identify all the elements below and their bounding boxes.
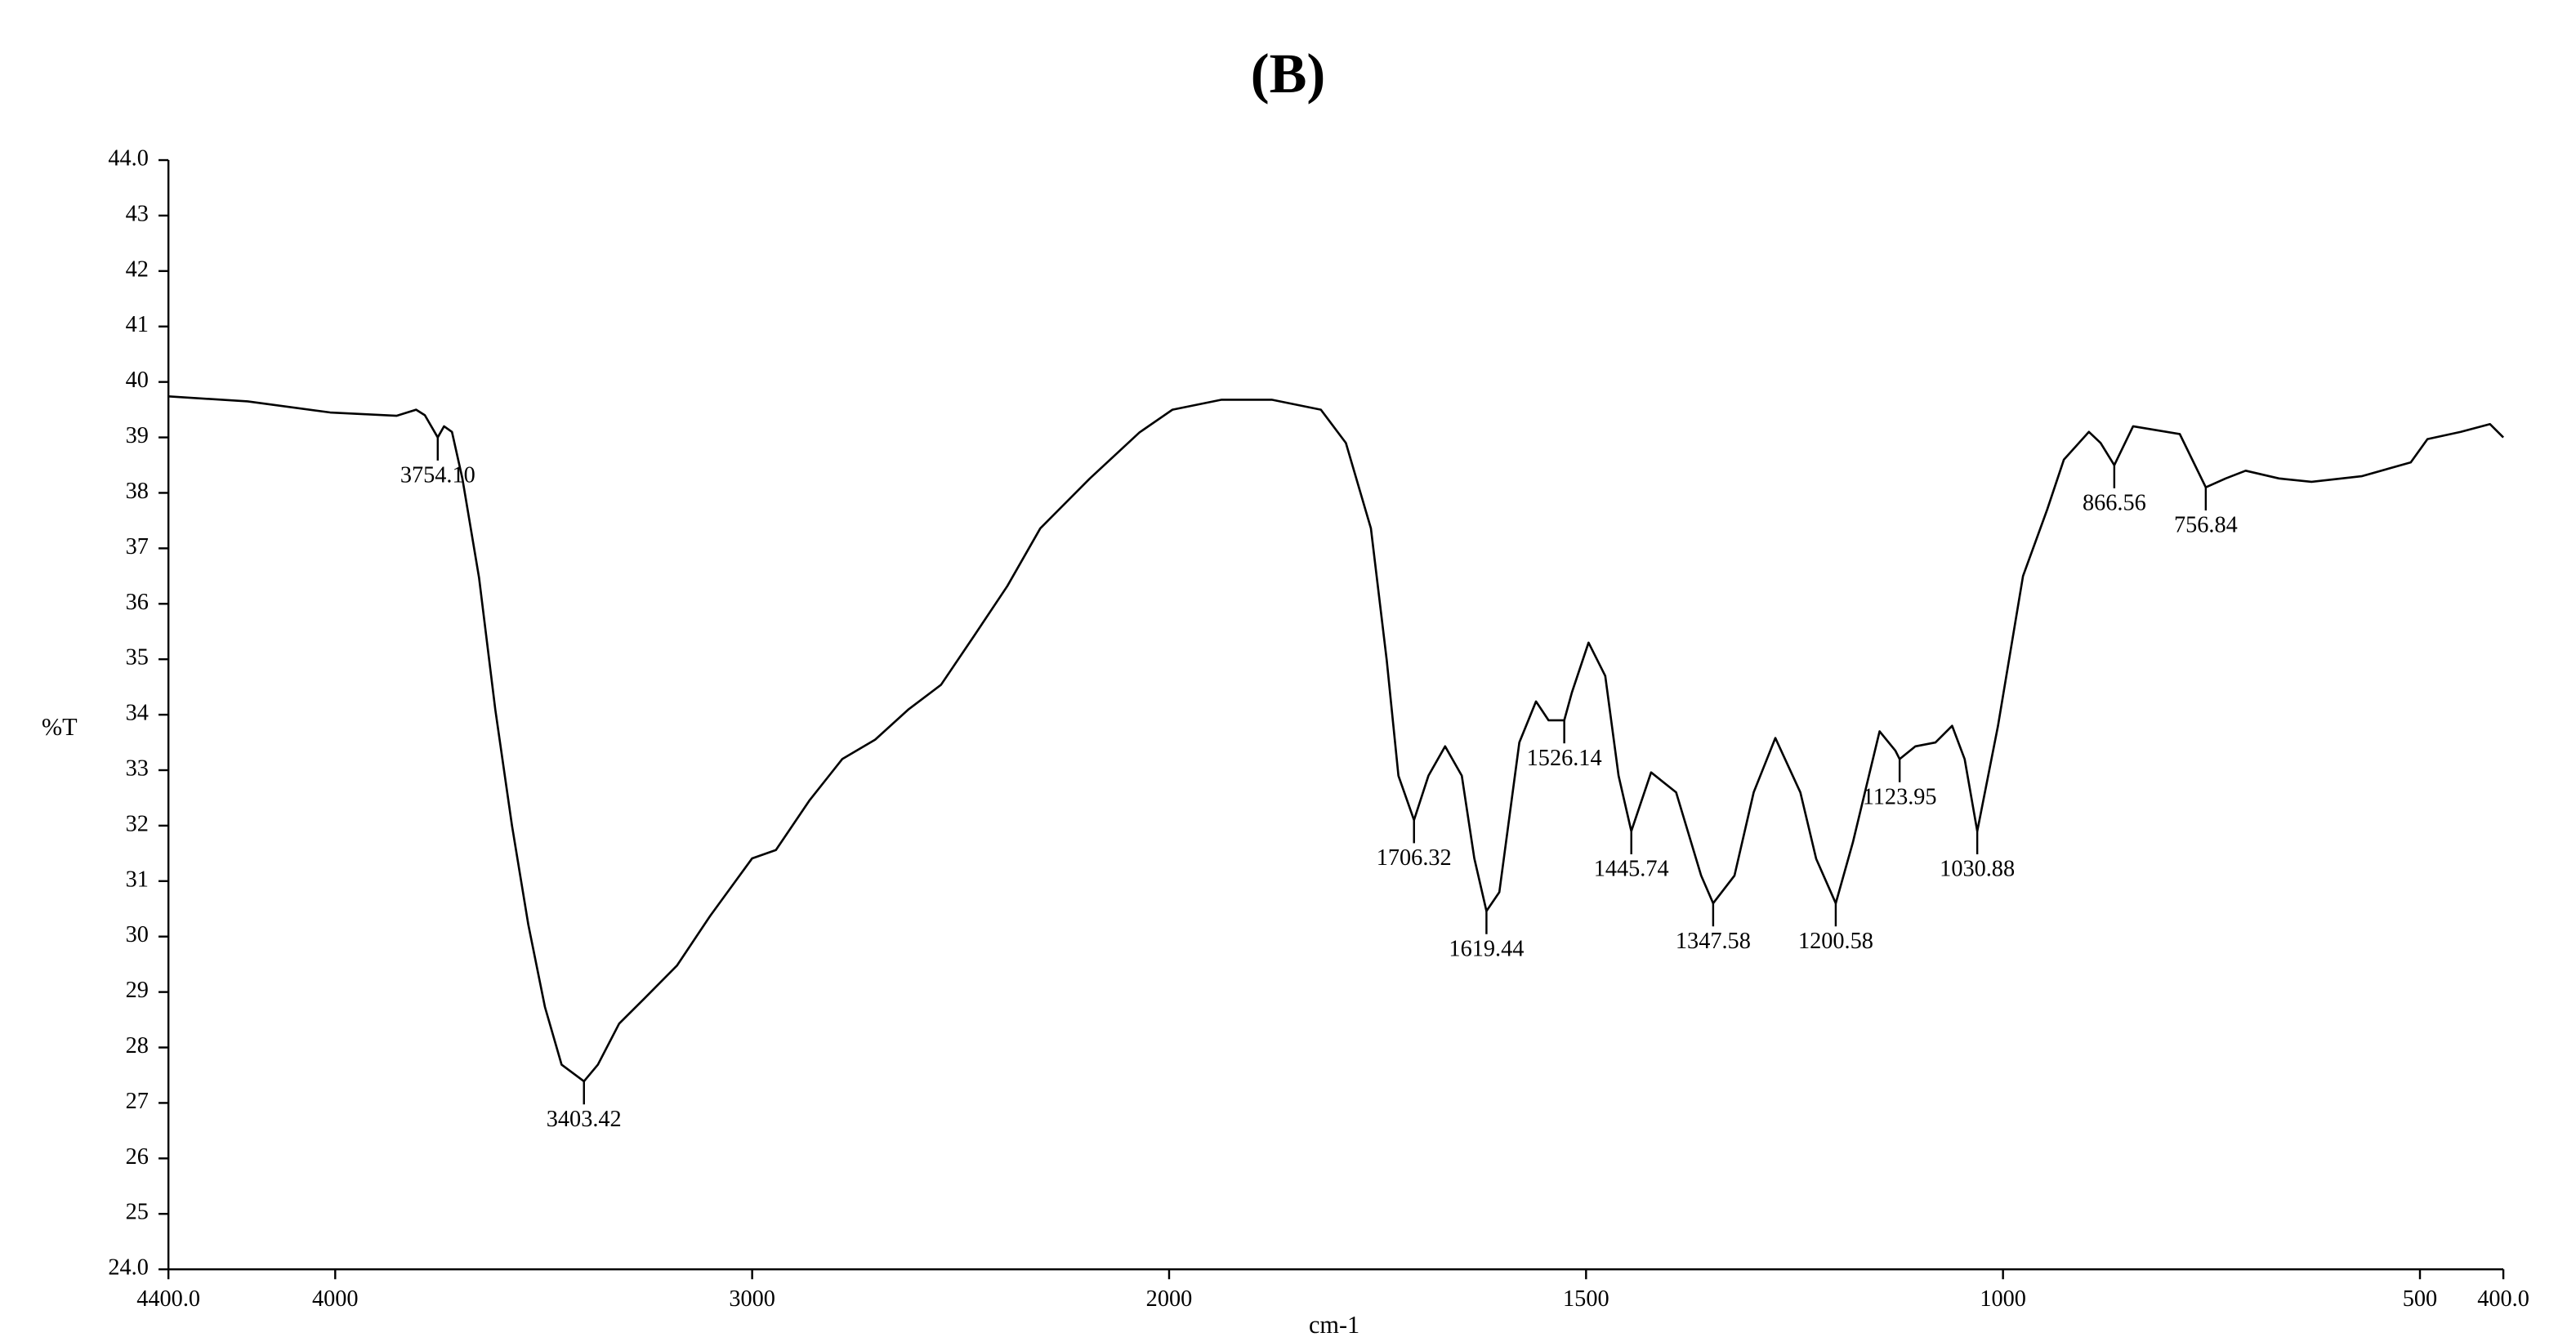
y-tick-label: 40 (126, 368, 149, 393)
x-tick-label: 1500 (1563, 1286, 1609, 1312)
x-tick-label: 4400.0 (136, 1286, 200, 1312)
peak-label: 1200.58 (1798, 929, 1873, 954)
y-tick-label: 25 (126, 1200, 149, 1225)
y-tick-label: 24.0 (108, 1255, 149, 1281)
peak-label: 756.84 (2174, 513, 2238, 538)
peak-label: 1123.95 (1863, 784, 1937, 809)
y-tick-label: 39 (126, 423, 149, 448)
chart-title: (B) (1251, 42, 1326, 105)
x-tick-label: 400.0 (2477, 1286, 2529, 1312)
peak-label: 3403.42 (547, 1107, 622, 1132)
x-axis-label: cm-1 (1309, 1311, 1359, 1337)
y-tick-label: 29 (126, 978, 149, 1003)
peak-label: 1445.74 (1594, 857, 1669, 882)
y-tick-label: 30 (126, 922, 149, 947)
peak-label: 866.56 (2083, 491, 2146, 516)
y-tick-label: 43 (126, 201, 149, 226)
y-tick-label: 36 (126, 590, 149, 615)
peak-label: 1706.32 (1377, 845, 1452, 871)
y-tick-label: 27 (126, 1089, 149, 1114)
x-tick-label: 2000 (1146, 1286, 1193, 1312)
x-tick-label: 3000 (729, 1286, 775, 1312)
peak-label: 1526.14 (1527, 746, 1602, 771)
y-tick-label: 35 (126, 645, 149, 671)
y-tick-label: 33 (126, 755, 149, 781)
spectrum-line (168, 395, 2504, 1083)
peak-label: 1619.44 (1449, 936, 1524, 961)
x-tick-label: 500 (2403, 1286, 2437, 1312)
y-tick-label: 26 (126, 1144, 149, 1170)
y-tick-label: 44.0 (108, 146, 149, 172)
y-tick-label: 34 (126, 701, 149, 726)
y-axis-label: %T (42, 713, 78, 741)
peak-label: 3754.10 (400, 463, 475, 488)
y-tick-label: 42 (126, 256, 149, 282)
y-tick-label: 32 (126, 811, 149, 836)
peak-label: 1030.88 (1940, 857, 2015, 882)
y-tick-label: 37 (126, 534, 149, 559)
peak-label: 1347.58 (1676, 929, 1751, 954)
y-tick-label: 28 (126, 1033, 149, 1058)
y-tick-label: 41 (126, 312, 149, 337)
x-tick-label: 1000 (1980, 1286, 2026, 1312)
x-tick-label: 4000 (312, 1286, 359, 1312)
y-tick-label: 38 (126, 479, 149, 504)
y-tick-label: 31 (126, 867, 149, 892)
